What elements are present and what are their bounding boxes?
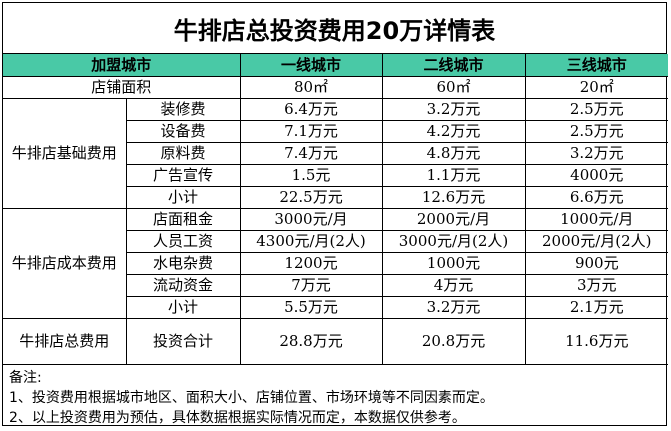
cell-tier3: 3万元 <box>524 274 669 297</box>
cell-tier1: 7万元 <box>239 274 383 297</box>
cell-tier3: 4000元 <box>524 164 669 187</box>
row-label: 设备费 <box>126 120 241 143</box>
header-row: 加盟城市 一线城市 二线城市 三线城市 <box>3 54 669 77</box>
group-operating-costs: 牛排店成本费用 <box>3 208 127 319</box>
cell-tier3: 1000元/月 <box>524 208 669 231</box>
row-label: 店面租金 <box>125 208 241 231</box>
area-label: 店铺面积 <box>3 76 241 99</box>
cell-tier1: 6.4万元 <box>239 98 383 121</box>
cell-tier2: 3.2万元 <box>381 98 526 121</box>
header-city: 加盟城市 <box>3 54 241 77</box>
area-row: 店铺面积 80㎡ 60㎡ 20㎡ <box>3 76 669 99</box>
total-tier1: 28.8万元 <box>239 318 383 365</box>
cell-tier2: 4万元 <box>381 274 526 297</box>
table-row: 牛排店成本费用 店面租金 3000元/月 2000元/月 1000元/月 <box>3 208 669 319</box>
row-label: 原料费 <box>126 142 241 165</box>
cell-tier1: 1200元 <box>239 252 383 275</box>
area-tier2: 60㎡ <box>381 76 526 99</box>
cell-tier3: 2.1万元 <box>524 296 669 319</box>
group-total: 牛排店总费用 <box>3 318 127 365</box>
row-label: 广告宣传 <box>126 164 241 187</box>
cell-tier1: 3000元/月 <box>239 208 383 231</box>
cost-table: 加盟城市 一线城市 二线城市 三线城市 店铺面积 80㎡ 60㎡ 20㎡ 牛排店… <box>3 54 669 365</box>
area-tier3: 20㎡ <box>524 76 669 99</box>
cell-tier3: 900元 <box>524 252 669 275</box>
table-row: 广告宣传 1.5元 1.1万元 4000元 <box>3 164 669 187</box>
notes-section: 备注: 1、投资费用根据城市地区、面积大小、店铺位置、市场环境等不同因素而定。 … <box>3 365 666 431</box>
table-row: 牛排店基础费用 装修费 6.4万元 3.2万元 2.5万元 <box>3 98 669 209</box>
cell-tier3: 2.5万元 <box>524 120 669 143</box>
header-tier2: 二线城市 <box>381 54 526 77</box>
group-base-costs: 牛排店基础费用 <box>3 98 127 209</box>
cell-tier2: 4.2万元 <box>381 120 526 143</box>
cell-tier1: 5.5万元 <box>239 296 383 319</box>
table-row: 原料费 7.4万元 4.8万元 3.2万元 <box>3 142 669 165</box>
cell-tier3: 2.5万元 <box>524 98 669 121</box>
table-title: 牛排店总投资费用20万详情表 <box>3 3 666 54</box>
table-row: 流动资金 7万元 4万元 3万元 <box>3 274 669 297</box>
row-label: 水电杂费 <box>126 252 241 275</box>
note-line: 1、投资费用根据城市地区、面积大小、店铺位置、市场环境等不同因素而定。 <box>9 390 494 406</box>
table-row: 人员工资 4300元/月(2人) 3000元/月(2人) 2000元/月(2人) <box>3 230 669 253</box>
row-label: 装修费 <box>125 98 241 121</box>
cell-tier2: 1.1万元 <box>381 164 526 187</box>
notes-heading: 备注: <box>9 370 42 386</box>
header-tier3: 三线城市 <box>524 54 669 77</box>
row-label: 小计 <box>126 296 241 319</box>
cell-tier1: 22.5万元 <box>239 186 383 209</box>
cell-tier2: 2000元/月 <box>381 208 526 231</box>
row-label: 人员工资 <box>126 230 241 253</box>
cell-tier1: 1.5元 <box>239 164 383 187</box>
cell-tier2: 4.8万元 <box>381 142 526 165</box>
cell-tier2: 3.2万元 <box>381 296 526 319</box>
subtotal-row: 小计 5.5万元 3.2万元 2.1万元 <box>3 296 669 319</box>
cost-table-document: 牛排店总投资费用20万详情表 加盟城市 一线城市 二线城市 三线城市 店铺面积 … <box>2 2 669 426</box>
cell-tier2: 12.6万元 <box>381 186 526 209</box>
total-tier3: 11.6万元 <box>524 318 669 365</box>
cell-tier3: 3.2万元 <box>524 142 669 165</box>
total-label: 投资合计 <box>125 318 241 365</box>
note-line: 2、以上投资费用为预估，具体数据根据实际情况而定，本数据仅供参考。 <box>9 410 466 426</box>
area-tier1: 80㎡ <box>239 76 383 99</box>
cell-tier1: 7.4万元 <box>239 142 383 165</box>
cell-tier1: 4300元/月(2人) <box>239 230 383 253</box>
total-tier2: 20.8万元 <box>381 318 526 365</box>
cell-tier3: 2000元/月(2人) <box>524 230 669 253</box>
header-tier1: 一线城市 <box>239 54 383 77</box>
row-label: 小计 <box>126 186 241 209</box>
row-label: 流动资金 <box>126 274 241 297</box>
total-row: 牛排店总费用 投资合计 28.8万元 20.8万元 11.6万元 <box>3 318 669 365</box>
cell-tier2: 3000元/月(2人) <box>381 230 526 253</box>
cell-tier3: 6.6万元 <box>524 186 669 209</box>
cell-tier2: 1000元 <box>381 252 526 275</box>
cell-tier1: 7.1万元 <box>239 120 383 143</box>
table-row: 水电杂费 1200元 1000元 900元 <box>3 252 669 275</box>
